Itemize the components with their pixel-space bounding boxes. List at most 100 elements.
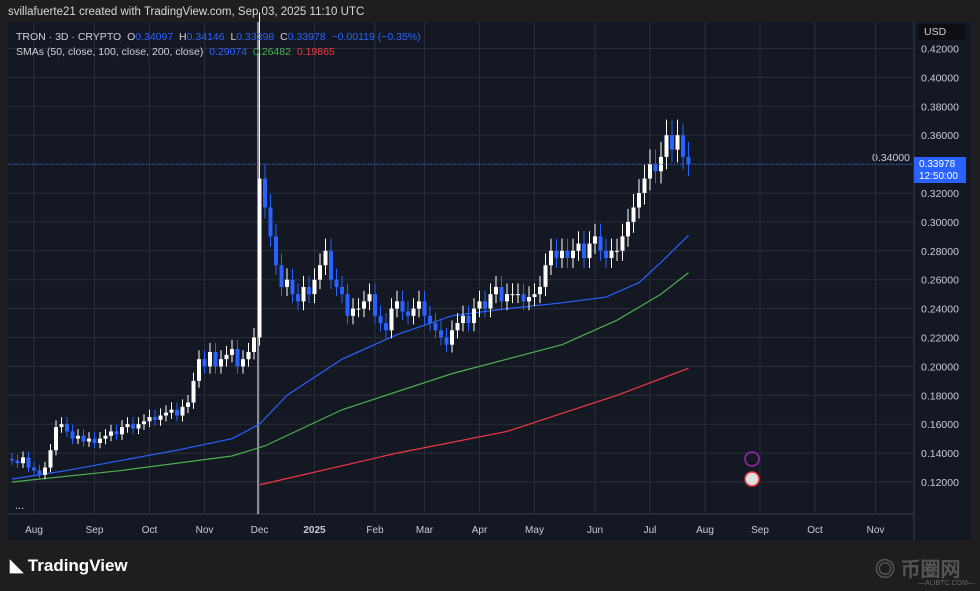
- low-label: L: [230, 31, 237, 43]
- y-tick-label: 0.14000: [921, 448, 959, 460]
- candle-body: [235, 349, 240, 367]
- change-value: −0.00119 (−0.35%): [331, 31, 421, 43]
- candle-body: [263, 178, 267, 208]
- candle-body: [686, 156, 691, 165]
- candle-body: [362, 301, 366, 309]
- x-tick-label: Oct: [142, 525, 158, 536]
- x-tick-label: Jun: [587, 525, 603, 536]
- watermark-text: 币圈网: [900, 559, 961, 581]
- last-price-value: 0.33978: [919, 159, 956, 170]
- candle-body: [604, 250, 608, 259]
- x-tick-label: Oct: [807, 525, 823, 536]
- chart-panel[interactable]: [8, 22, 971, 540]
- x-tick-label: Feb: [366, 525, 384, 536]
- candle-body: [32, 467, 36, 471]
- candle-body: [367, 294, 372, 302]
- candle-body: [202, 359, 207, 367]
- candle-body: [670, 135, 674, 150]
- candle-body: [142, 421, 146, 425]
- y-tick-label: 0.28000: [921, 246, 959, 258]
- x-tick-label: Apr: [472, 525, 488, 536]
- candle-body: [268, 207, 273, 237]
- y-tick-label: 0.40000: [921, 72, 959, 84]
- candle-body: [37, 470, 42, 475]
- candle-body: [549, 250, 553, 266]
- candle-body: [345, 294, 350, 316]
- candle-body: [488, 294, 493, 309]
- candle-body: [120, 427, 124, 435]
- y-tick-label: 0.22000: [921, 333, 959, 345]
- more-button[interactable]: ...: [15, 500, 25, 512]
- event-icon-us-flag: [744, 471, 760, 487]
- candle-body: [450, 330, 454, 345]
- candle-body: [59, 424, 64, 428]
- candle-body: [631, 207, 636, 222]
- candle-body: [131, 424, 135, 429]
- watermark-logo: ◎ 币圈网: [875, 559, 961, 581]
- candle-body: [389, 308, 394, 331]
- candle-body: [565, 250, 570, 259]
- close-label: C: [280, 31, 288, 43]
- candle-body: [642, 178, 647, 193]
- candle-body: [307, 286, 311, 295]
- candle-body: [472, 308, 476, 324]
- bar-countdown: 12:50:00: [919, 171, 958, 182]
- candle-body: [180, 406, 185, 416]
- candle-body: [659, 156, 663, 172]
- candle-body: [103, 435, 108, 439]
- candle-body: [76, 435, 80, 439]
- candle-body: [334, 279, 339, 287]
- candle-body: [626, 221, 630, 237]
- candle-body: [230, 349, 234, 355]
- y-tick-label: 0.20000: [921, 361, 959, 373]
- currency-button[interactable]: USD: [918, 24, 966, 40]
- last-price-label: 0.33978 12:50:00: [914, 157, 966, 183]
- candle-body: [406, 311, 410, 316]
- x-tick-label: Aug: [696, 525, 714, 536]
- candle-body: [351, 308, 355, 316]
- credit-text: svillafuerte21 created with TradingView.…: [8, 6, 365, 18]
- sma-line-sma200: [259, 367, 689, 486]
- candle-body: [455, 323, 460, 331]
- candle-body: [186, 402, 190, 407]
- candle-body: [279, 265, 284, 287]
- open-label: O: [127, 31, 136, 43]
- legend: TRON · 3D · CRYPTO O0.34097 H0.34146 L0.…: [16, 30, 421, 60]
- candle-body: [620, 236, 625, 251]
- y-tick-label: 0.12000: [921, 477, 959, 489]
- candle-body: [499, 286, 504, 302]
- event-icon-lightning: [744, 451, 760, 467]
- sma200-value: 0.19865: [296, 46, 335, 58]
- y-tick-label: 0.24000: [921, 304, 959, 316]
- candle-body: [219, 359, 223, 367]
- sma50-value: 0.29074: [209, 46, 248, 58]
- candle-body: [153, 416, 157, 420]
- candle-body: [48, 450, 53, 468]
- candle-body: [136, 424, 141, 429]
- candle-body: [400, 301, 405, 312]
- low-value: 0.33398: [236, 31, 275, 43]
- candle-body: [296, 294, 300, 302]
- candle-body: [340, 286, 344, 295]
- candle-body: [109, 431, 113, 436]
- candle-body: [615, 250, 619, 252]
- candle-body: [147, 416, 152, 422]
- x-tick-label: Sep: [751, 525, 769, 536]
- x-tick-label: Nov: [867, 525, 885, 536]
- close-value: 0.33978: [287, 31, 326, 43]
- tradingview-logo[interactable]: ◣ TradingView: [10, 556, 128, 575]
- candle-body: [301, 286, 306, 302]
- sma-line-sma100: [11, 272, 689, 483]
- candle-body: [417, 301, 421, 309]
- candle-body: [648, 164, 652, 179]
- candle-body: [384, 323, 388, 331]
- candle-body: [285, 279, 289, 287]
- candle-body: [87, 438, 91, 442]
- watermark-subtext: —ALIBTC.COM—: [918, 580, 975, 587]
- y-tick-label: 0.32000: [921, 188, 959, 200]
- candle-body: [81, 435, 86, 442]
- candle-body: [461, 315, 465, 324]
- y-tick-label: 0.38000: [921, 101, 959, 113]
- candle-body: [483, 301, 487, 309]
